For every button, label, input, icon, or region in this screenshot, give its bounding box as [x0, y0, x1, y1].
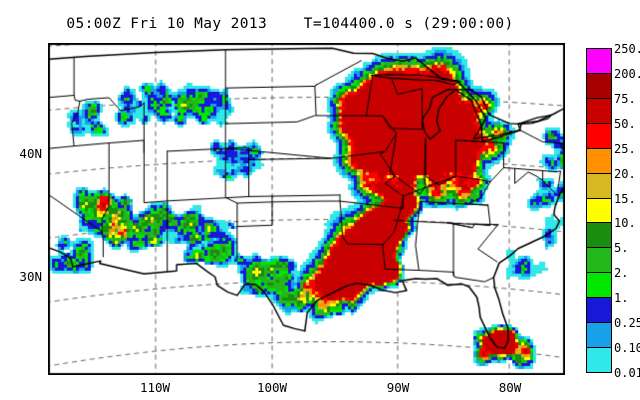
colorbar-band: [587, 197, 611, 223]
colorbar-band: [587, 347, 611, 372]
colorbar-tick-label: 250.: [614, 42, 640, 56]
colorbar-band: [587, 97, 611, 123]
colorbar-band: [587, 49, 611, 73]
lon-label-100w: 100W: [256, 380, 288, 395]
lon-label-90w: 90W: [386, 380, 410, 395]
colorbar-tick-label: 20.: [614, 166, 636, 181]
colorbar-tick-label: 1.: [614, 291, 629, 306]
colorbar-band: [587, 72, 611, 98]
colorbar-band: [587, 272, 611, 298]
colorbar-band: [587, 297, 611, 323]
colorbar-band: [587, 147, 611, 173]
colorbar-tick-label: 5.: [614, 241, 629, 256]
colorbar-tick-label: 15.: [614, 191, 636, 206]
map-plot-area: [48, 43, 565, 375]
colorbar-tick-label: 75.: [614, 91, 636, 106]
colorbar-tick-label: 25.: [614, 141, 636, 156]
colorbar: [586, 48, 612, 373]
colorbar-tick-labels: 250. 200. 75. 50. 25. 20. 15. 10. 5. 2. 1. 0.25 0.10…: [614, 43, 640, 379]
colorbar-band: [587, 172, 611, 198]
colorbar-band: [587, 222, 611, 248]
colorbar-tick-label: 200.: [614, 66, 640, 81]
colorbar-tick-label: 10.: [614, 216, 636, 231]
colorbar-tick-label: 0.10: [614, 341, 640, 356]
page-title: 05:00Z Fri 10 May 2013 T=104400.0 s (29:…: [66, 16, 514, 32]
colorbar-tick-label: 2.: [614, 266, 629, 281]
lon-label-110w: 110W: [139, 380, 171, 395]
precipitation-map-canvas: [49, 44, 564, 374]
lat-label-30n: 30N: [19, 269, 42, 284]
lon-label-80w: 80W: [498, 380, 522, 395]
colorbar-tick-label: 50.: [614, 116, 636, 131]
colorbar-band: [587, 247, 611, 273]
lat-label-40n: 40N: [19, 146, 42, 161]
colorbar-band: [587, 322, 611, 348]
colorbar-tick-label: 0.25: [614, 316, 640, 331]
colorbar-band: [587, 122, 611, 148]
colorbar-tick-label: 0.01: [614, 366, 640, 380]
